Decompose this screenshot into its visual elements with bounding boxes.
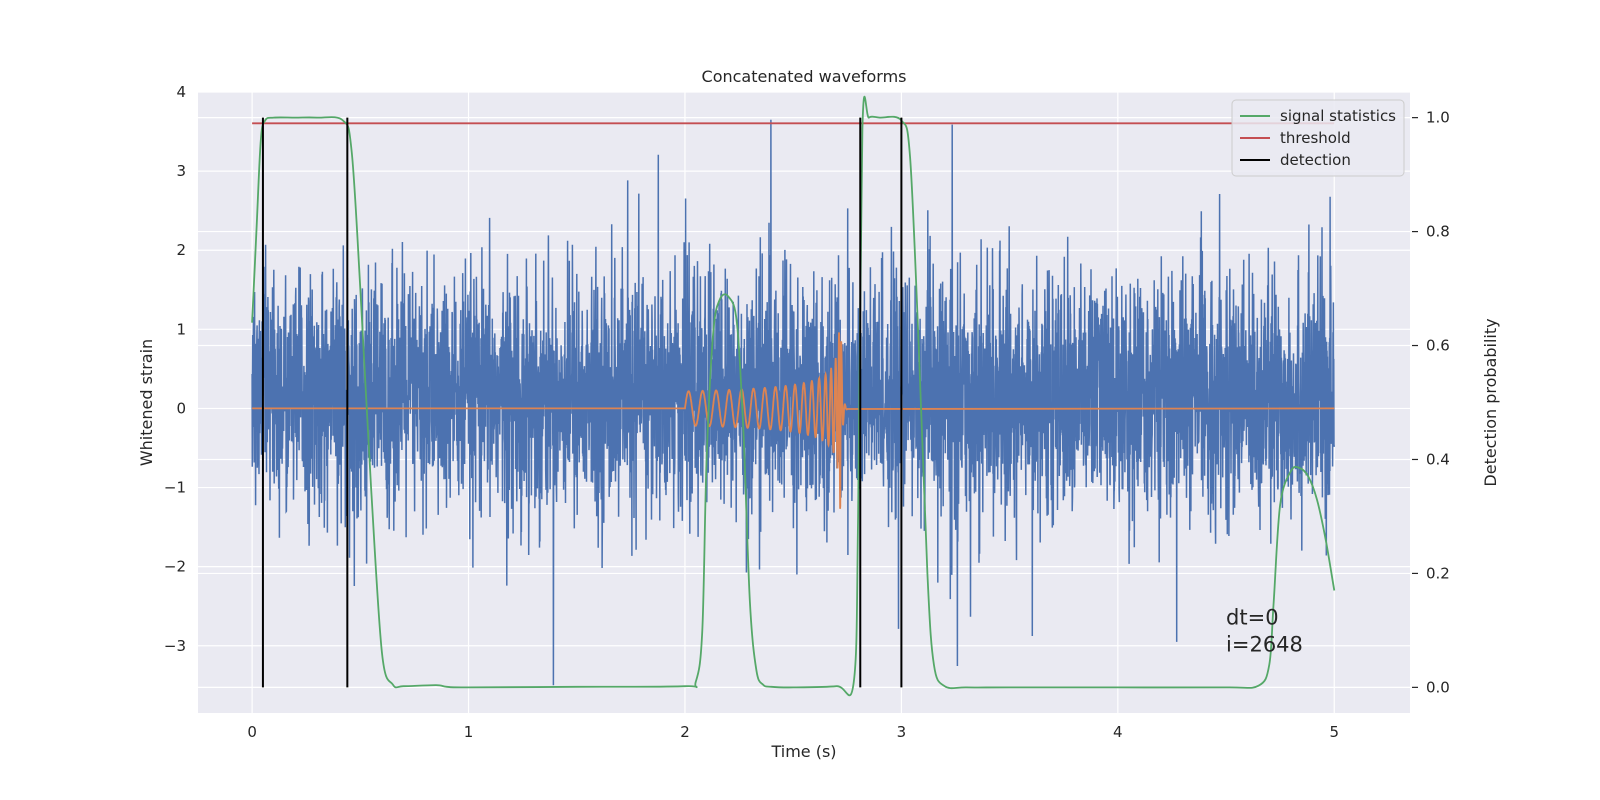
y-tick-label: 1 [176, 320, 186, 338]
y-tick-label: −2 [164, 558, 186, 576]
y2-tick-label: 0.6 [1426, 337, 1450, 355]
x-axis-label: Time (s) [770, 742, 836, 761]
y-tick-label: 4 [176, 83, 186, 101]
signal-statistics-line [251, 96, 1336, 697]
y2-tick-label: 0.8 [1426, 223, 1450, 241]
legend: signal statistics threshold detection [1231, 99, 1405, 177]
strain-line [251, 119, 1336, 686]
x-tick-label: 2 [680, 723, 690, 741]
y-tick-label: 2 [176, 241, 186, 259]
y-tick-label: −1 [164, 479, 186, 497]
legend-label: signal statistics [1280, 107, 1396, 125]
y-tick-label: 3 [176, 162, 186, 180]
x-tick-label: 1 [464, 723, 474, 741]
series-group [251, 96, 1336, 697]
y2-tick-label: 0.4 [1426, 450, 1450, 468]
legend-frame [1231, 99, 1405, 177]
waveform-line [252, 332, 1335, 509]
y2-tick-label: 1.0 [1426, 109, 1450, 127]
x-tick-label: 5 [1329, 723, 1339, 741]
y2-tick-label: 0.2 [1426, 564, 1450, 582]
chart-title: Concatenated waveforms [702, 67, 907, 86]
annotation-index: i=2648 [1226, 632, 1303, 656]
annotation-dt: dt=0 [1226, 606, 1279, 630]
y-tick-label: 0 [176, 399, 186, 417]
y-axis-label: Whitened strain [137, 339, 156, 466]
y2-tick-label: 0.0 [1426, 678, 1450, 696]
x-tick-label: 4 [1113, 723, 1123, 741]
x-tick-label: 0 [247, 723, 257, 741]
y-tick-label: −3 [164, 637, 186, 655]
grid-lines [198, 91, 1410, 713]
ticks-group: 0 1 2 3 4 5 4 3 2 1 0 −1 −2 −3 1.0 0.8 0.6 0.4 0.2 0.0 [164, 83, 1450, 741]
legend-label: detection [1280, 151, 1351, 169]
legend-label: threshold [1280, 129, 1351, 147]
annotations-group: dt=0 i=2648 [1226, 606, 1303, 657]
x-tick-label: 3 [897, 723, 907, 741]
y2-axis-label: Detection probability [1481, 318, 1500, 486]
